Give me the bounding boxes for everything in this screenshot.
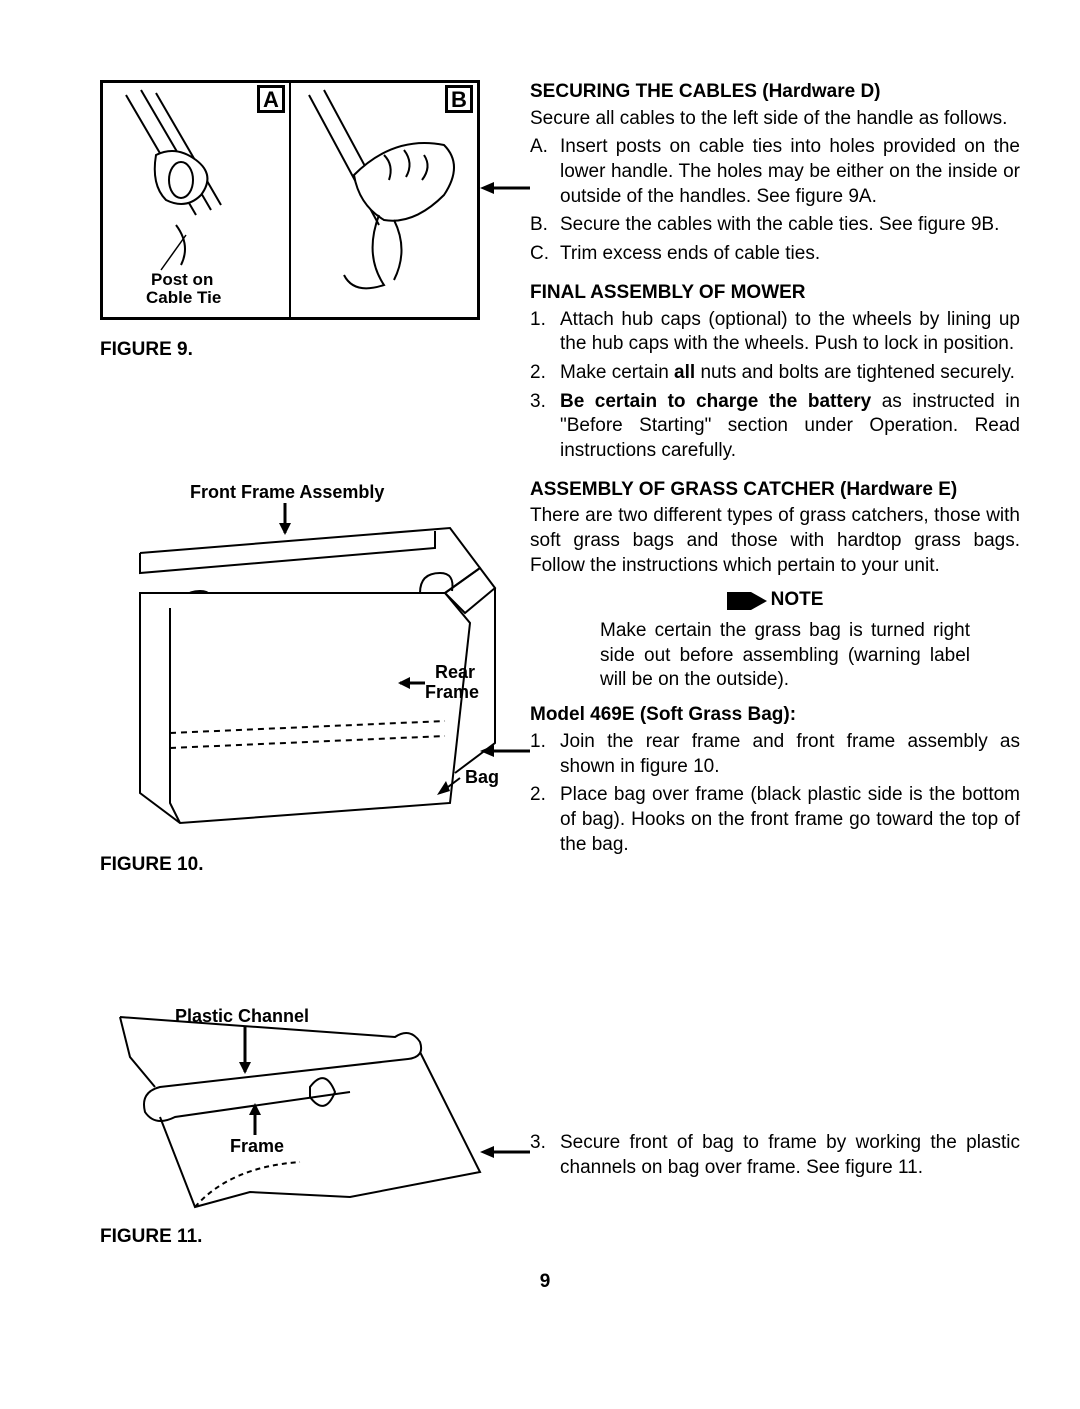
- figure-9-caption: FIGURE 9.: [100, 338, 510, 363]
- panel-a-label: A: [257, 85, 285, 113]
- figure-9b-illustration: [294, 85, 474, 315]
- arrow-to-fig11-icon: [480, 1145, 530, 1159]
- frame-label-11: Frame: [230, 1136, 284, 1156]
- left-column: A Post on Cable Tie B: [70, 80, 510, 1250]
- securing-item-c: C. Trim excess ends of cable ties.: [530, 242, 1020, 267]
- note-label: NOTE: [771, 588, 824, 613]
- grass-intro: There are two different types of grass c…: [530, 504, 1020, 578]
- cable-tie-label: Cable Tie: [146, 288, 221, 307]
- figure-9: A Post on Cable Tie B: [100, 80, 480, 320]
- grass-heading: ASSEMBLY OF GRASS CATCHER (Hardware E): [530, 478, 1020, 503]
- final-item-2: 2. Make certain all nuts and bolts are t…: [530, 361, 1020, 386]
- right-column: SECURING THE CABLES (Hardware D) Secure …: [530, 80, 1020, 1250]
- final-item-1: 1. Attach hub caps (optional) to the whe…: [530, 308, 1020, 357]
- final-heading: FINAL ASSEMBLY OF MOWER: [530, 281, 1020, 306]
- note-row: NOTE: [530, 588, 1020, 613]
- securing-heading: SECURING THE CABLES (Hardware D): [530, 80, 1020, 105]
- figure-10: Front Frame Assembly Rear Frame: [100, 473, 500, 843]
- model-heading: Model 469E (Soft Grass Bag):: [530, 703, 1020, 728]
- arrow-to-fig10-icon: [480, 744, 530, 758]
- figure-11-illustration: Plastic Channel Frame: [100, 997, 500, 1217]
- figure-11: Plastic Channel Frame: [100, 997, 500, 1217]
- figure-10-illustration: Front Frame Assembly Rear Frame: [100, 473, 500, 843]
- arrow-to-fig9-icon: [480, 181, 530, 195]
- securing-intro: Secure all cables to the left side of th…: [530, 107, 1020, 132]
- post-on-label: Post on: [151, 270, 213, 289]
- note-body: Make certain the grass bag is turned rig…: [600, 619, 970, 693]
- model-step-3: 3. Secure front of bag to frame by worki…: [530, 1131, 1020, 1180]
- note-arrow-icon: [727, 592, 767, 610]
- figure-9a-illustration: Post on Cable Tie: [106, 85, 286, 315]
- model-step-1: 1. Join the rear frame and front frame a…: [530, 730, 1020, 779]
- figure-11-caption: FIGURE 11.: [100, 1225, 510, 1250]
- final-item-3: 3. Be certain to charge the battery as i…: [530, 390, 1020, 464]
- frame-label: Frame: [425, 682, 479, 702]
- figure-10-caption: FIGURE 10.: [100, 853, 510, 878]
- model-step-2: 2. Place bag over frame (black plastic s…: [530, 783, 1020, 857]
- front-frame-label: Front Frame Assembly: [190, 482, 384, 502]
- page-number: 9: [70, 1270, 1020, 1295]
- panel-b-label: B: [445, 85, 473, 113]
- securing-item-b: B. Secure the cables with the cable ties…: [530, 213, 1020, 238]
- rear-label: Rear: [435, 662, 475, 682]
- securing-item-a: A. Insert posts on cable ties into holes…: [530, 135, 1020, 209]
- bag-label: Bag: [465, 767, 499, 787]
